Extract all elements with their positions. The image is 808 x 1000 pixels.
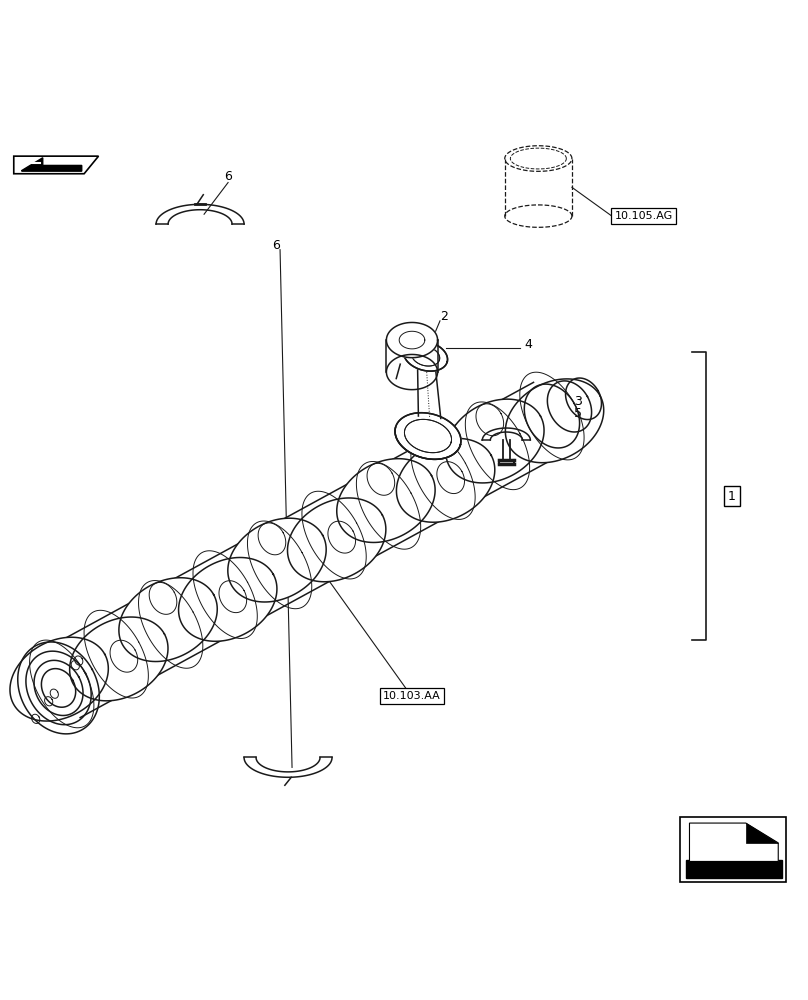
Text: 5: 5 bbox=[574, 407, 583, 420]
Polygon shape bbox=[228, 518, 326, 602]
Text: 6: 6 bbox=[272, 239, 280, 252]
Polygon shape bbox=[119, 578, 217, 662]
Text: 10.103.AA: 10.103.AA bbox=[383, 691, 441, 701]
Polygon shape bbox=[14, 156, 99, 174]
Text: 4: 4 bbox=[524, 338, 532, 351]
Polygon shape bbox=[686, 860, 782, 878]
Polygon shape bbox=[689, 823, 778, 861]
Polygon shape bbox=[505, 379, 604, 463]
Polygon shape bbox=[404, 341, 448, 371]
Polygon shape bbox=[746, 823, 778, 843]
Polygon shape bbox=[179, 558, 277, 641]
Polygon shape bbox=[69, 617, 168, 701]
Polygon shape bbox=[446, 399, 544, 483]
Polygon shape bbox=[397, 438, 494, 522]
Text: 2: 2 bbox=[440, 310, 448, 323]
Polygon shape bbox=[386, 322, 438, 358]
Text: 6: 6 bbox=[224, 170, 232, 183]
Polygon shape bbox=[395, 413, 461, 459]
Polygon shape bbox=[22, 158, 82, 171]
Polygon shape bbox=[337, 459, 436, 542]
Polygon shape bbox=[288, 498, 386, 582]
Text: 1: 1 bbox=[728, 490, 736, 503]
Text: 3: 3 bbox=[574, 395, 583, 408]
Bar bbox=[680, 817, 786, 882]
Text: 10.105.AG: 10.105.AG bbox=[615, 211, 673, 221]
Polygon shape bbox=[10, 637, 108, 721]
